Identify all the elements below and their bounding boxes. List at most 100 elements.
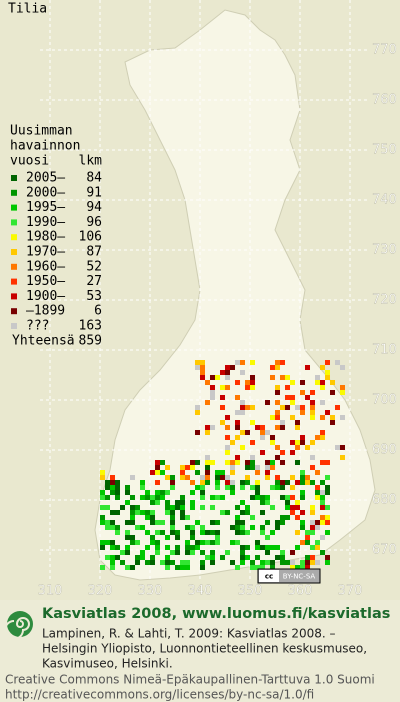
occurrence-square xyxy=(270,485,275,490)
occurrence-square xyxy=(125,550,130,555)
occurrence-square xyxy=(235,410,240,415)
occurrence-square xyxy=(205,555,210,560)
occurrence-square xyxy=(265,535,270,540)
occurrence-square xyxy=(165,500,170,505)
occurrence-square xyxy=(300,480,305,485)
occurrence-square xyxy=(245,545,250,550)
legend-label: 1900– xyxy=(26,289,65,304)
occurrence-square xyxy=(125,520,130,525)
occurrence-square xyxy=(270,560,275,565)
occurrence-square xyxy=(235,360,240,365)
occurrence-square xyxy=(150,510,155,515)
legend-swatch xyxy=(11,293,17,300)
occurrence-square xyxy=(280,375,285,380)
legend-count-heading: lkm xyxy=(79,154,103,169)
occurrence-square xyxy=(100,545,105,550)
occurrence-square xyxy=(310,440,315,445)
occurrence-square xyxy=(225,415,230,420)
occurrence-square xyxy=(225,475,230,480)
x-tick-label: 340 xyxy=(188,584,213,599)
occurrence-square xyxy=(220,555,225,560)
occurrence-square xyxy=(245,555,250,560)
occurrence-square xyxy=(210,495,215,500)
occurrence-square xyxy=(205,460,210,465)
occurrence-square xyxy=(285,560,290,565)
occurrence-square xyxy=(170,475,175,480)
occurrence-square xyxy=(195,405,200,410)
occurrence-square xyxy=(310,520,315,525)
occurrence-square xyxy=(260,435,265,440)
occurrence-square xyxy=(295,530,300,535)
occurrence-square xyxy=(165,490,170,495)
occurrence-square xyxy=(310,505,315,510)
occurrence-square xyxy=(250,525,255,530)
occurrence-square xyxy=(260,425,265,430)
occurrence-square xyxy=(110,485,115,490)
occurrence-square xyxy=(245,430,250,435)
occurrence-square xyxy=(265,500,270,505)
occurrence-square xyxy=(280,450,285,455)
occurrence-square xyxy=(200,540,205,545)
occurrence-square xyxy=(275,425,280,430)
occurrence-square xyxy=(155,465,160,470)
occurrence-square xyxy=(205,400,210,405)
occurrence-square xyxy=(205,530,210,535)
occurrence-square xyxy=(330,390,335,395)
occurrence-square xyxy=(165,475,170,480)
occurrence-square xyxy=(225,445,230,450)
occurrence-square xyxy=(240,400,245,405)
occurrence-square xyxy=(325,530,330,535)
occurrence-square xyxy=(190,545,195,550)
occurrence-square xyxy=(130,520,135,525)
occurrence-square xyxy=(305,530,310,535)
footer-heading: Kasviatlas 2008, www.luomus.fi/kasviatla… xyxy=(42,606,390,622)
occurrence-square xyxy=(320,500,325,505)
occurrence-square xyxy=(125,535,130,540)
occurrence-square xyxy=(280,555,285,560)
occurrence-square xyxy=(275,390,280,395)
occurrence-square xyxy=(295,405,300,410)
occurrence-square xyxy=(115,480,120,485)
occurrence-square xyxy=(280,485,285,490)
occurrence-square xyxy=(185,565,190,570)
occurrence-square xyxy=(305,365,310,370)
occurrence-square xyxy=(195,365,200,370)
citation-line: Lampinen, R. & Lahti, T. 2009: Kasviatla… xyxy=(42,627,336,641)
occurrence-square xyxy=(170,480,175,485)
occurrence-square xyxy=(310,410,315,415)
occurrence-square xyxy=(320,505,325,510)
footer-background xyxy=(0,600,400,702)
occurrence-square xyxy=(245,465,250,470)
occurrence-square xyxy=(315,560,320,565)
occurrence-square xyxy=(130,475,135,480)
occurrence-square xyxy=(185,545,190,550)
occurrence-square xyxy=(250,465,255,470)
occurrence-square xyxy=(205,540,210,545)
occurrence-square xyxy=(285,385,290,390)
occurrence-square xyxy=(225,450,230,455)
occurrence-square xyxy=(305,395,310,400)
legend-label: 1980– xyxy=(26,230,65,245)
occurrence-square xyxy=(125,530,130,535)
y-tick-label: 750 xyxy=(372,143,397,158)
occurrence-square xyxy=(275,360,280,365)
legend-label: 1995– xyxy=(26,200,65,215)
occurrence-square xyxy=(195,545,200,550)
occurrence-square xyxy=(230,485,235,490)
occurrence-square xyxy=(265,560,270,565)
legend-label: ??? xyxy=(26,319,49,334)
occurrence-square xyxy=(310,405,315,410)
occurrence-square xyxy=(235,525,240,530)
occurrence-square xyxy=(165,545,170,550)
occurrence-square xyxy=(270,415,275,420)
occurrence-square xyxy=(305,445,310,450)
occurrence-square xyxy=(295,500,300,505)
occurrence-square xyxy=(200,560,205,565)
occurrence-square xyxy=(295,460,300,465)
legend: Uusimman havainnon vuosi lkm 2005– 84 2000… xyxy=(10,124,102,349)
occurrence-square xyxy=(275,475,280,480)
occurrence-square xyxy=(230,440,235,445)
occurrence-square xyxy=(105,480,110,485)
occurrence-square xyxy=(235,565,240,570)
occurrence-square xyxy=(100,520,105,525)
